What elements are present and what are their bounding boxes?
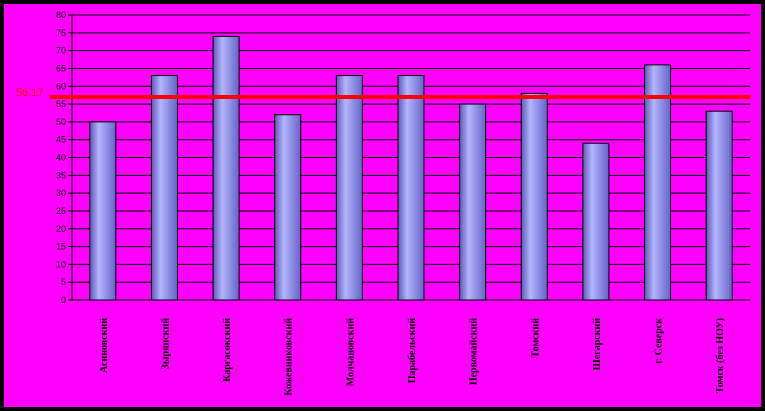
x-tick-label: Томск (без НОУ) — [715, 318, 726, 393]
bar — [582, 142, 610, 301]
x-tick-label: Молчановский — [345, 318, 356, 386]
y-tick-label: 35 — [56, 170, 66, 180]
y-tick-label: 50 — [56, 117, 66, 127]
x-axis-labels: Асиновский Зырянский Каргасокский Кожевнико… — [99, 318, 726, 396]
x-tick-label: Зырянский — [160, 318, 171, 370]
x-tick-label: Томский — [530, 318, 541, 358]
reference-line-label: 56,17 — [16, 87, 44, 99]
x-tick-label: Первомайский — [469, 318, 480, 385]
y-tick-label: 70 — [56, 46, 66, 56]
x-tick-label: Кожевниковский — [284, 318, 295, 396]
y-tick-label: 20 — [56, 224, 66, 234]
bar — [274, 114, 302, 301]
y-axis: 0 5 10 15 20 25 30 35 40 45 50 55 60 65 70 75 80 — [56, 10, 750, 305]
chart-frame — [4, 4, 761, 407]
y-tick-label: 25 — [56, 206, 66, 216]
bar — [335, 75, 363, 301]
y-tick-label: 5 — [61, 277, 66, 287]
y-tick-label: 30 — [56, 188, 66, 198]
x-tick-label: г. Северск — [654, 318, 665, 364]
reference-line-group: 56,17 — [16, 87, 750, 99]
x-tick-label: Шегарский — [592, 318, 603, 370]
y-tick-label: 10 — [56, 259, 66, 269]
y-tick-label: 45 — [56, 135, 66, 145]
y-tick-label: 15 — [56, 242, 66, 252]
x-tick-label: Асиновский — [99, 318, 110, 373]
bar — [705, 110, 733, 301]
y-tick-label: 65 — [56, 63, 66, 73]
y-tick-label: 55 — [56, 99, 66, 109]
bar — [89, 121, 117, 301]
x-tick-label: Каргасокский — [222, 318, 233, 382]
y-tick-label: 0 — [61, 295, 66, 305]
bar — [212, 35, 240, 301]
y-tick-label: 60 — [56, 81, 66, 91]
bar — [459, 103, 487, 301]
bar — [644, 64, 672, 301]
bars — [89, 35, 733, 301]
y-tick-label: 75 — [56, 28, 66, 38]
bar — [397, 75, 425, 301]
x-tick-label: Парабельский — [407, 318, 418, 384]
bar — [520, 92, 548, 301]
bar — [150, 75, 178, 301]
y-tick-label: 40 — [56, 153, 66, 163]
y-tick-label: 80 — [56, 10, 66, 20]
